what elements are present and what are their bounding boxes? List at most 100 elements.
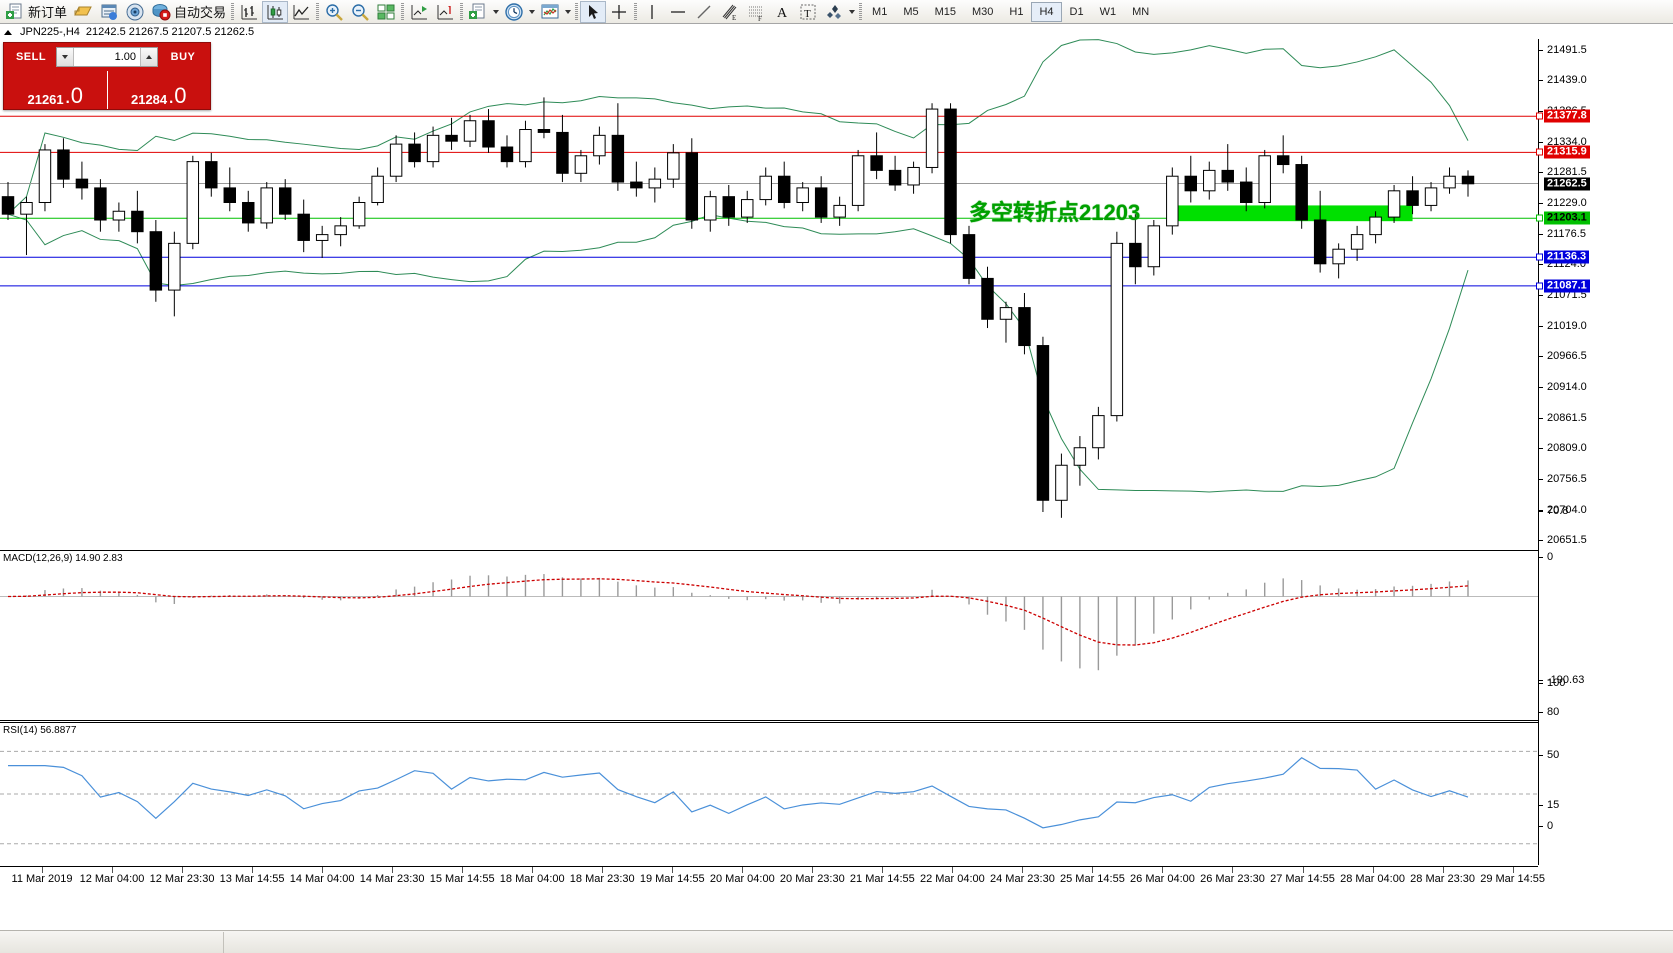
price-tag-last-price[interactable]: 21262.5 <box>1544 177 1590 191</box>
time-tick-label: 27 Mar 14:55 <box>1270 873 1335 885</box>
candlestick <box>722 196 735 218</box>
text-label-tool-button[interactable]: T <box>795 1 821 23</box>
price-tick-label: 21229.0 <box>1547 197 1587 210</box>
price-tag-handle[interactable] <box>1536 214 1543 222</box>
price-tag-support-line[interactable]: 21203.1 <box>1544 211 1590 225</box>
expert-advisors-button[interactable] <box>70 1 96 23</box>
volume-decrement-button[interactable] <box>57 48 74 66</box>
candlestick <box>1313 219 1327 265</box>
indicators-button[interactable] <box>537 1 563 23</box>
vertical-line-tool-button[interactable] <box>639 1 665 23</box>
fibonacci-tool-button[interactable]: F <box>743 1 769 23</box>
indicators-dropdown-caret[interactable] <box>563 2 573 22</box>
timeframe-button-h1[interactable]: H1 <box>1009 5 1024 18</box>
periodicity-button[interactable] <box>501 1 527 23</box>
crosshair-tool-button[interactable] <box>606 1 632 23</box>
indicator-tick <box>1539 683 1543 684</box>
indicator-tick-label: -190.63 <box>1547 674 1585 686</box>
crosshair-icon <box>612 4 627 19</box>
one-click-trading-panel[interactable]: SELL 1.00 BUY 21261 .0 21284 .0 <box>3 42 211 110</box>
rsi-pane[interactable]: RSI(14) 56.8877 <box>0 722 1538 867</box>
price-tag-order-line[interactable]: 21377.8 <box>1544 109 1590 123</box>
price-tag-handle[interactable] <box>1536 148 1543 156</box>
timeframe-button-m30[interactable]: M30 <box>972 5 994 18</box>
candlestick <box>1129 242 1142 268</box>
auto-trading-button[interactable]: 自动交易 <box>148 1 229 23</box>
candlestick <box>94 187 107 221</box>
tile-windows-icon <box>377 4 395 19</box>
chart-shift-button[interactable] <box>406 1 432 23</box>
price-pane[interactable]: 多空转折点21203 <box>0 39 1538 547</box>
price-tag-order-line[interactable]: 21315.9 <box>1544 145 1590 159</box>
price-tick <box>1539 233 1543 235</box>
candlestick <box>297 213 310 241</box>
price-axis[interactable]: 21491.521439.021386.521334.021281.521229… <box>1536 39 1673 865</box>
time-axis[interactable]: 11 Mar 2019 12 Mar 04:00 12 Mar 23:30 13 Ma… <box>0 866 1545 899</box>
candlestick-chart-button[interactable] <box>262 0 289 23</box>
price-tick <box>1539 540 1543 542</box>
templates-dropdown-caret[interactable] <box>491 2 501 22</box>
timeframe-button-m5[interactable]: M5 <box>903 5 919 18</box>
bar-chart-button[interactable] <box>236 1 262 23</box>
zoom-out-button[interactable] <box>347 1 373 23</box>
candlestick <box>1332 248 1345 265</box>
zoom-out-icon <box>352 3 369 21</box>
candlestick <box>1073 447 1087 466</box>
chart-annotation-text[interactable]: 多空转折点21203 <box>969 200 1141 226</box>
templates-button[interactable] <box>465 1 491 23</box>
equidistant-channel-button[interactable]: E <box>717 1 743 23</box>
price-tag-handle[interactable] <box>1536 253 1543 261</box>
time-tick <box>1232 867 1234 873</box>
chart-area[interactable]: 多空转折点21203 MACD(12,26,9) 14.90 2.83 RSI(… <box>0 39 1673 924</box>
timeframe-button-m15[interactable]: M15 <box>934 5 956 18</box>
data-window-button[interactable] <box>96 1 122 23</box>
trendline-tool-button[interactable] <box>691 1 717 23</box>
tile-windows-button[interactable] <box>373 1 399 23</box>
periodicity-dropdown-caret[interactable] <box>527 2 537 22</box>
indicator-tick-label: 0 <box>1547 820 1554 832</box>
chart-shift-icon <box>411 4 428 19</box>
chart-collapse-icon[interactable] <box>4 29 12 35</box>
navigator-button[interactable] <box>122 1 148 23</box>
sell-label[interactable]: SELL <box>15 51 47 63</box>
volume-stepper[interactable]: 1.00 <box>56 47 158 67</box>
horizontal-line-tool-button[interactable] <box>665 1 691 23</box>
text-tool-button[interactable]: A <box>769 1 795 23</box>
trade-panel-prices: 21261 .0 21284 .0 <box>4 71 210 109</box>
symbol-ohlc: 21242.5 21267.5 21207.5 21262.5 <box>85 26 255 38</box>
price-tick-label: 20809.0 <box>1547 442 1587 455</box>
price-tick <box>1539 111 1543 113</box>
price-tag-order-line[interactable]: 21136.3 <box>1544 250 1590 264</box>
shapes-tool-button[interactable] <box>821 1 847 23</box>
timeframe-button-h4[interactable]: H4 <box>1031 1 1062 22</box>
price-tick <box>1539 141 1543 143</box>
cursor-tool-button[interactable] <box>580 0 607 23</box>
svg-text:T: T <box>804 8 811 20</box>
timeframe-button-mn[interactable]: MN <box>1132 5 1150 18</box>
zoom-in-button[interactable] <box>321 1 347 23</box>
price-tag-handle[interactable] <box>1536 112 1543 120</box>
auto-scroll-button[interactable] <box>432 1 458 23</box>
indicator-tick-label: 50 <box>1547 748 1560 761</box>
horizontal-line-icon <box>671 10 686 13</box>
buy-label[interactable]: BUY <box>170 51 196 63</box>
timeframe-button-m1[interactable]: M1 <box>872 5 888 18</box>
new-order-label: 新订单 <box>28 5 68 20</box>
macd-pane[interactable]: MACD(12,26,9) 14.90 2.83 <box>0 550 1538 721</box>
time-tick <box>392 867 394 873</box>
price-tag-order-line[interactable]: 21087.1 <box>1544 279 1590 293</box>
channel-icon: E <box>722 4 737 22</box>
buy-button[interactable]: 21284 .0 <box>108 71 211 109</box>
status-left-cell <box>0 931 224 953</box>
timeframe-button-d1[interactable]: D1 <box>1069 5 1084 18</box>
price-tag-handle[interactable] <box>1536 282 1543 290</box>
candlestick <box>1055 464 1068 501</box>
sell-button[interactable]: 21261 .0 <box>4 71 108 109</box>
line-chart-button[interactable] <box>288 1 314 23</box>
candlestick <box>630 181 643 189</box>
shapes-dropdown-caret[interactable] <box>847 2 857 22</box>
volume-increment-button[interactable] <box>140 48 157 66</box>
volume-value[interactable]: 1.00 <box>74 48 140 66</box>
timeframe-button-w1[interactable]: W1 <box>1099 5 1117 18</box>
new-order-button[interactable]: 新订单 <box>2 1 70 23</box>
